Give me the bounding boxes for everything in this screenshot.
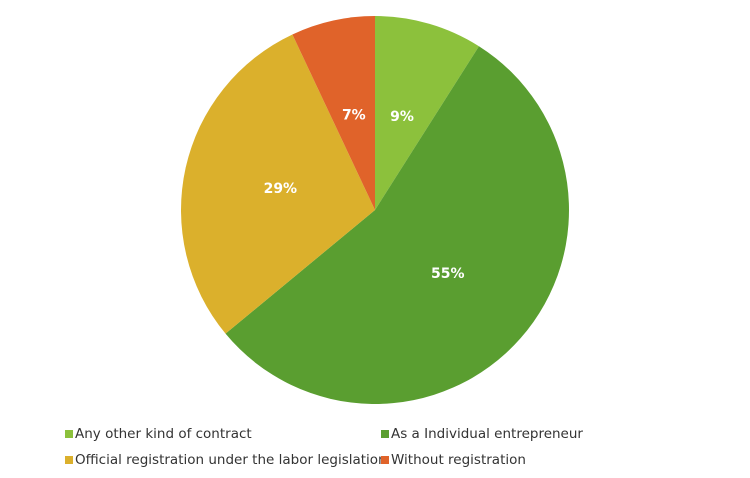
pie-slice [375, 16, 479, 210]
legend-label: Any other kind of contract [75, 426, 252, 442]
legend-swatch [65, 430, 73, 438]
data-label: 9% [390, 109, 414, 125]
legend-label: Official registration under the labor le… [75, 452, 387, 468]
pie-slice [292, 16, 375, 210]
pie-slice [225, 46, 569, 405]
data-label: 55% [431, 266, 465, 282]
legend-swatch [65, 456, 73, 464]
legend-swatch [381, 456, 389, 464]
legend-label: As a Individual entrepreneur [391, 426, 583, 442]
data-label: 7% [342, 107, 366, 123]
data-label: 29% [264, 181, 298, 197]
pie-slice [181, 34, 375, 334]
legend-label: Without registration [391, 452, 526, 468]
legend-swatch [381, 430, 389, 438]
